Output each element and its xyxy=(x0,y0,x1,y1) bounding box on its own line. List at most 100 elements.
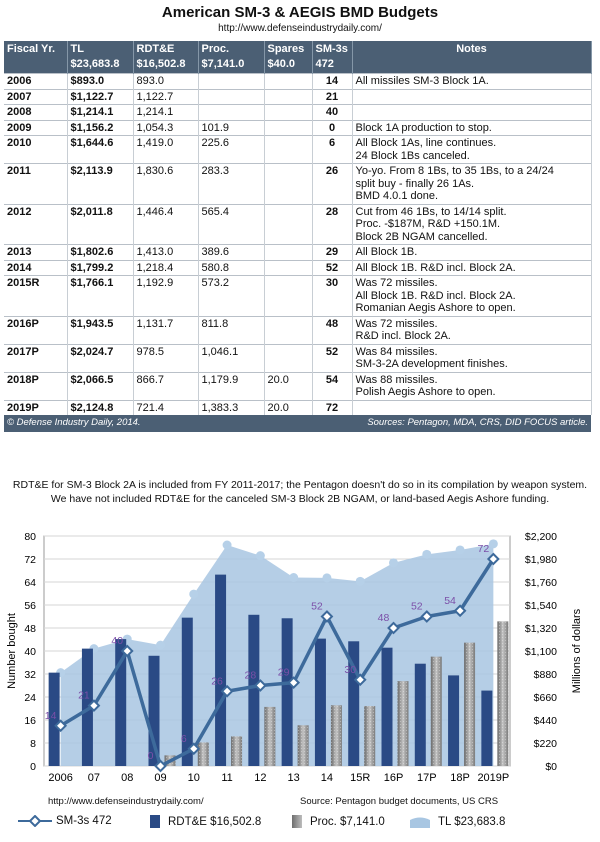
cell-notes: All Block 1As, line continues. 24 Block 1… xyxy=(352,135,592,164)
table-row: 2015R $1,766.1 1,192.9 573.2 30 Was 72 missil… xyxy=(4,275,592,316)
proc-bar-texture xyxy=(297,725,309,766)
sm3-point xyxy=(120,644,134,658)
rdte-bar xyxy=(148,655,160,766)
cell-rdte: 1,192.9 xyxy=(133,275,199,316)
sm3-data-label: 0 xyxy=(148,750,154,762)
column-label: Notes xyxy=(456,43,487,55)
column-total: $23,683.8 xyxy=(70,58,120,70)
cell-tl: $1,644.6 xyxy=(67,135,134,164)
y-tick-right: $1,540 xyxy=(525,600,557,612)
table-row: 2012 $2,011.8 1,446.4 565.4 28 Cut from 46 1B… xyxy=(4,203,592,245)
note-line: Was 84 missiles. xyxy=(355,345,438,358)
cell-year: 2016P xyxy=(4,315,68,344)
rdte-bar xyxy=(314,638,326,766)
cell-proc: 580.8 xyxy=(198,259,265,276)
legend-item-rdte: RDT&E $16,502.8 xyxy=(150,815,261,828)
legend-item-tl: TL $23,683.8 xyxy=(410,815,505,828)
y-tick-left: 80 xyxy=(24,531,36,543)
note-line: Proc. -$187M, R&D +150.1M. xyxy=(355,218,501,230)
table-row: 2008 $1,214.1 1,214.1 40 xyxy=(4,104,592,120)
x-tick-label: 09 xyxy=(154,772,166,784)
chart-source-right: Source: Pentagon budget documents, US CR… xyxy=(300,796,499,807)
cell-rdte: 1,419.0 xyxy=(133,135,199,164)
rdte-bar xyxy=(381,647,393,766)
x-tick-label: 11 xyxy=(221,772,232,784)
cell-spares xyxy=(264,259,313,276)
cell-rdte: 1,413.0 xyxy=(133,244,199,260)
note-line: Was 72 missiles. xyxy=(355,317,438,330)
cell-tl: $893.0 xyxy=(67,73,134,89)
y-tick-left: 72 xyxy=(24,554,36,566)
cell-proc xyxy=(198,88,265,105)
legend-label: Proc. $7,141.0 xyxy=(310,815,385,828)
sm3-data-label: 52 xyxy=(411,601,423,613)
sm3-point xyxy=(87,699,101,713)
x-tick-label: 12 xyxy=(254,772,266,784)
column-header: TL $23,683.8 xyxy=(67,41,134,74)
proc-bar-texture xyxy=(430,656,442,766)
cell-tl: $1,802.6 xyxy=(67,244,134,260)
cell-tl: $1,122.7 xyxy=(67,88,134,105)
table-header-row: Fiscal Yr. TL $23,683.8 RDT&E $16,502.8 Proc.… xyxy=(4,41,592,74)
proc-bar-texture xyxy=(364,706,376,766)
sm3-data-label: 72 xyxy=(478,543,490,555)
tl-point xyxy=(422,549,432,559)
rdte-bar xyxy=(481,690,493,766)
x-tick-label: 2019P xyxy=(477,772,509,784)
proc-bar-texture xyxy=(231,736,243,766)
tl-point xyxy=(289,573,299,583)
cell-year: 2010 xyxy=(4,135,68,164)
cell-spares xyxy=(264,244,313,260)
y-tick-right: $1,980 xyxy=(525,554,557,566)
tl-point xyxy=(389,558,398,568)
tl-point xyxy=(488,539,498,549)
cell-rdte: 1,446.4 xyxy=(133,203,199,245)
y-tick-right: $2,200 xyxy=(525,531,557,543)
note-line: BMD 4.0.1 done. xyxy=(355,190,439,202)
cell-proc: 1,383.3 xyxy=(198,399,265,415)
bar-swatch-icon xyxy=(150,815,160,828)
cell-proc: 1,046.1 xyxy=(198,343,265,372)
note-line: Polish Aegis Ashore to open. xyxy=(355,386,496,398)
budget-table: Fiscal Yr. TL $23,683.8 RDT&E $16,502.8 Proc.… xyxy=(4,41,592,432)
table-row: 2011 $2,113.9 1,830.6 283.3 26 Yo-yo. From 8 … xyxy=(4,163,592,204)
sm3-point xyxy=(220,684,234,698)
cell-proc xyxy=(198,73,265,89)
x-tick-label: 16P xyxy=(384,772,404,784)
sm3-data-label: 14 xyxy=(45,710,57,722)
cell-tl: $1,214.1 xyxy=(67,104,134,120)
table-footer: © Defense Industry Daily, 2014. Sources: … xyxy=(4,415,591,432)
cell-notes: Yo-yo. From 8 1Bs, to 35 1Bs, to a 24/24… xyxy=(352,163,592,204)
cell-spares: 20.0 xyxy=(264,399,313,415)
column-header: Proc. $7,141.0 xyxy=(198,41,265,74)
table-row: 2019P $2,124.8 721.4 1,383.3 20.0 72 xyxy=(4,399,592,415)
cell-notes: Block 1A production to stop. xyxy=(352,119,592,136)
note-line: All Block 1B. R&D incl. Block 2A. xyxy=(355,261,516,274)
note-line: Was 72 missiles. xyxy=(355,277,438,289)
table-row: 2007 $1,122.7 1,122.7 21 xyxy=(4,88,592,105)
note-line: Block 2B NGAM cancelled. xyxy=(355,230,488,243)
column-label: SM-3s xyxy=(315,43,348,55)
sm3-data-label: 29 xyxy=(278,667,290,679)
cell-tl: $1,766.1 xyxy=(67,275,134,316)
header-url: http://www.defenseindustrydaily.com/ xyxy=(218,23,382,34)
cell-year: 2007 xyxy=(4,88,68,105)
note-line: Yo-yo. From 8 1Bs, to 35 1Bs, to a 24/24 xyxy=(355,165,554,177)
cell-notes xyxy=(352,399,592,415)
proc-bar-texture xyxy=(330,705,342,766)
column-total: 472 xyxy=(315,58,334,70)
cell-year: 2015R xyxy=(4,275,68,316)
sm3-data-label: 48 xyxy=(378,612,390,624)
cell-sm3: 48 xyxy=(312,315,353,344)
cell-sm3: 26 xyxy=(312,163,353,204)
column-label: RDT&E xyxy=(136,43,175,55)
column-label: TL xyxy=(70,43,84,55)
cell-notes: Was 72 missiles. R&D incl. Block 2A. xyxy=(352,315,592,344)
sm3-data-label: 40 xyxy=(111,635,123,647)
cell-rdte: 1,054.3 xyxy=(133,119,199,136)
sm3-data-label: 54 xyxy=(444,595,456,607)
y-axis-title-right: Millions of dollars xyxy=(571,608,583,693)
y-tick-left: 64 xyxy=(24,577,36,589)
cell-spares xyxy=(264,343,313,372)
